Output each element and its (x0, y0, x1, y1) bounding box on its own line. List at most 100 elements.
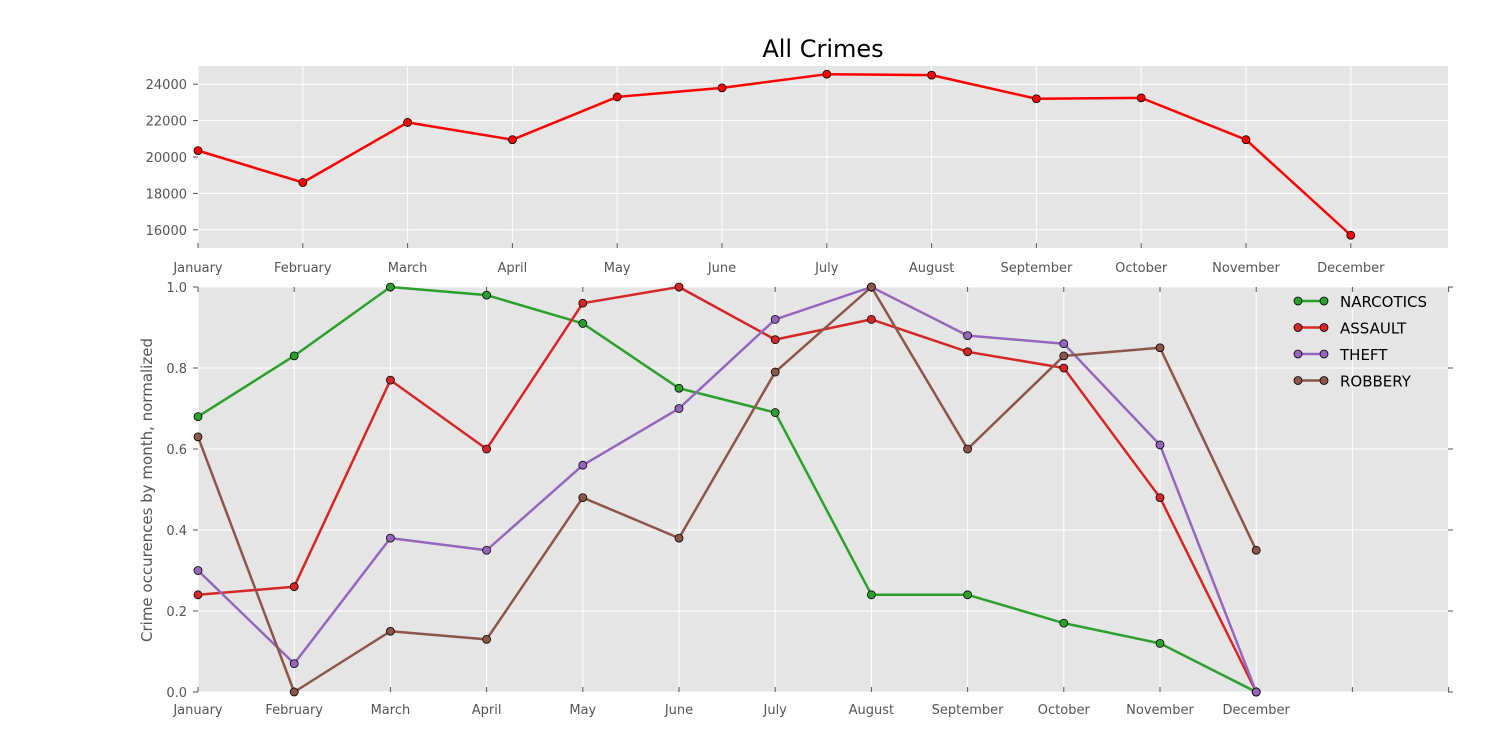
data-point-theft (482, 545, 492, 555)
data-point-theft (289, 659, 299, 669)
legend-marker-assault (1293, 323, 1303, 332)
top-x-tick-label: November (1212, 261, 1280, 276)
legend-label-theft: THEFT (1339, 346, 1388, 364)
legend-marker-assault (1319, 323, 1329, 332)
series-line-assault (197, 285, 1258, 693)
series-line-robbery (196, 285, 1258, 694)
legend-label-assault: ASSAULT (1340, 320, 1407, 338)
top-x-tick-label: June (707, 261, 736, 276)
data-point-theft (1251, 687, 1261, 697)
bottom-x-tick-label: April (472, 703, 502, 718)
bottom-x-tick-label: January (172, 703, 223, 718)
top-x-tick-label: February (274, 261, 332, 276)
top-x-tick-label: January (172, 261, 223, 276)
data-point-theft (770, 314, 780, 324)
top-chart-title: All Crimes (762, 35, 883, 63)
data-point-robbery (674, 533, 684, 543)
data-point-narcotics (770, 408, 780, 417)
bottom-y-axis-label: Crime occurences by month, normalized (138, 338, 156, 642)
data-point-narcotics (674, 383, 684, 393)
data-point-robbery (770, 367, 780, 377)
data-point-assault (963, 347, 972, 357)
data-point-assault (867, 314, 876, 324)
data-point-assault (674, 282, 684, 292)
legend: NARCOTICS ASSAULT THEFT ROBBERY (1293, 293, 1427, 391)
bottom-plot-background (198, 287, 1448, 692)
data-point-theft (193, 566, 203, 575)
top-data-point (612, 92, 622, 102)
data-point-narcotics (867, 590, 876, 600)
data-point-assault (193, 590, 203, 600)
data-point-robbery (482, 634, 492, 644)
top-x-tick-label: April (498, 261, 528, 276)
data-point-narcotics (289, 351, 299, 361)
top-x-tick-label: May (604, 261, 631, 276)
data-point-theft (385, 533, 395, 543)
legend-label-narcotics: NARCOTICS (1340, 293, 1427, 311)
bottom-x-tick-label: October (1038, 703, 1091, 718)
top-data-point (403, 118, 413, 127)
top-x-tick-label: July (814, 261, 839, 276)
data-point-assault (385, 375, 395, 385)
bottom-x-tick-label: June (664, 703, 693, 718)
data-point-narcotics (482, 290, 492, 300)
bottom-series (193, 282, 1261, 697)
top-y-tick-label: 20000 (146, 151, 187, 166)
legend-label-robbery: ROBBERY (1340, 373, 1412, 391)
data-point-assault (289, 582, 299, 592)
bottom-chart: January February March April May June July Augu… (138, 281, 1453, 718)
legend-marker-theft (1319, 349, 1329, 359)
data-point-narcotics (1059, 618, 1069, 628)
bottom-x-tick-label: November (1126, 703, 1194, 718)
top-data-point (1241, 135, 1251, 145)
data-point-theft (674, 404, 684, 413)
top-chart: January February March April May June July Augu… (146, 35, 1448, 276)
data-point-robbery (193, 432, 203, 442)
data-point-robbery (1059, 351, 1069, 361)
top-data-point (1032, 94, 1041, 104)
legend-marker-narcotics (1293, 296, 1303, 306)
data-point-robbery (385, 626, 395, 636)
bottom-grid (197, 286, 1450, 693)
bottom-x-tick-label: February (265, 703, 323, 718)
data-point-robbery (578, 493, 588, 503)
top-data-point (193, 146, 203, 156)
bottom-ticks: January February March April May June July Augu… (166, 281, 1453, 718)
top-x-tick-label: August (909, 261, 955, 276)
top-x-tick-label: December (1317, 261, 1385, 276)
legend-marker-theft (1293, 349, 1303, 359)
data-point-narcotics (1155, 639, 1165, 648)
bottom-x-tick-label: August (849, 703, 895, 718)
data-point-assault (1059, 363, 1069, 373)
top-data-point (822, 69, 832, 79)
top-y-tick-label: 22000 (146, 115, 187, 130)
data-point-theft (963, 331, 972, 341)
top-data-point (1136, 93, 1146, 103)
data-point-assault (1155, 493, 1165, 503)
bottom-x-tick-label: December (1222, 703, 1290, 718)
data-point-assault (482, 444, 492, 454)
data-point-narcotics (578, 319, 588, 328)
top-data-point (508, 135, 517, 145)
legend-marker-narcotics (1319, 296, 1329, 306)
legend-marker-robbery (1293, 376, 1303, 385)
top-x-tick-label: October (1115, 261, 1168, 276)
data-point-robbery (867, 282, 876, 292)
top-y-tick-label: 24000 (146, 78, 187, 93)
bottom-y-tick-label: 0.4 (166, 524, 187, 539)
top-data-point (1346, 230, 1356, 240)
bottom-y-tick-label: 1.0 (166, 281, 187, 296)
data-point-robbery (289, 687, 299, 697)
top-ticks: January February March April May June July Augu… (146, 78, 1386, 276)
bottom-y-tick-label: 0.0 (166, 686, 187, 701)
top-series (193, 69, 1356, 240)
top-data-point (927, 70, 936, 80)
top-x-tick-label: September (1000, 261, 1073, 276)
data-point-robbery (963, 444, 972, 454)
data-point-theft (578, 460, 588, 470)
bottom-x-tick-label: July (763, 703, 788, 718)
data-point-assault (770, 335, 780, 345)
series-line-narcotics (197, 285, 1257, 694)
bottom-x-tick-label: September (932, 703, 1005, 718)
